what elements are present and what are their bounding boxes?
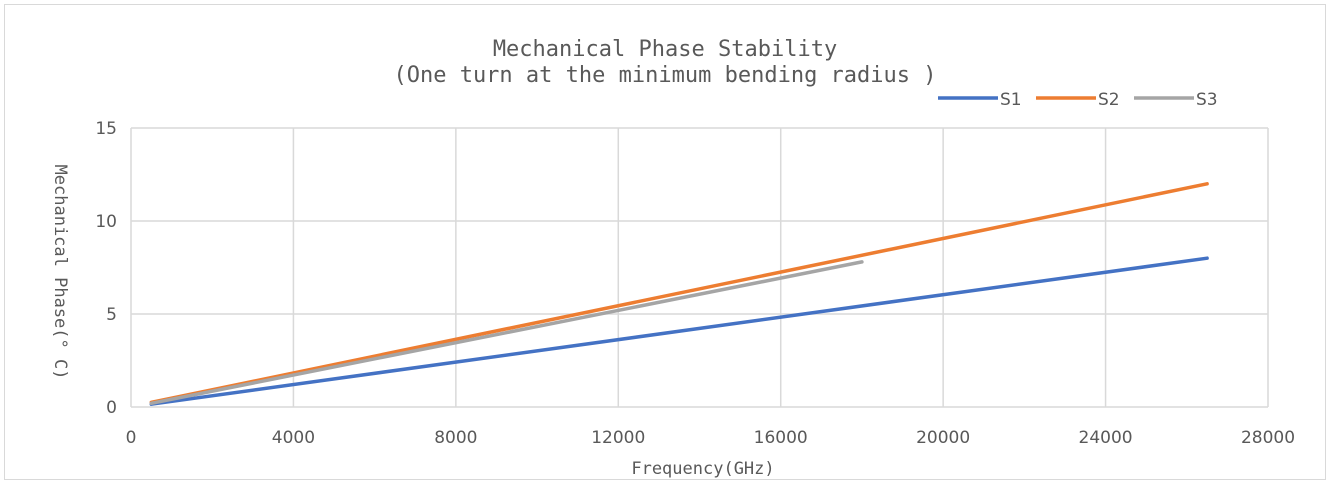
- y-tick-label: 10: [95, 212, 117, 232]
- x-tick-label: 24000: [1079, 428, 1133, 448]
- x-axis-title: Frequency(GHz): [631, 459, 774, 479]
- x-tick-label: 4000: [272, 428, 315, 448]
- series-line-s1: [149, 256, 1209, 406]
- legend-label-s2: S2: [1098, 90, 1120, 110]
- chart-title-line1: Mechanical Phase Stability: [493, 37, 837, 62]
- chart-title-line2: (One turn at the minimum bending radius …: [393, 63, 936, 88]
- series-layer: [149, 182, 1209, 406]
- x-tick-label: 16000: [754, 428, 808, 448]
- legend: S1 S2 S3: [938, 90, 1218, 110]
- legend-label-s1: S1: [1000, 90, 1022, 110]
- y-tick-label: 5: [106, 305, 117, 325]
- series-line-s2: [149, 182, 1209, 405]
- grid-layer: [130, 127, 1269, 408]
- x-tick-label: 8000: [434, 428, 477, 448]
- y-axis-title: Mechanical Phase(° C): [50, 165, 70, 380]
- series-line-s3: [149, 260, 864, 406]
- y-tick-label: 0: [106, 398, 117, 418]
- legend-label-s3: S3: [1196, 90, 1218, 110]
- y-tick-label: 15: [95, 119, 117, 139]
- x-tick-label: 28000: [1241, 428, 1295, 448]
- x-tick-label: 0: [126, 428, 137, 448]
- tick-layer: 0 5 10 15 0 4000 8000 12000 16000 20000 24000 28000: [95, 119, 1295, 448]
- x-tick-label: 20000: [916, 428, 970, 448]
- x-tick-label: 12000: [591, 428, 645, 448]
